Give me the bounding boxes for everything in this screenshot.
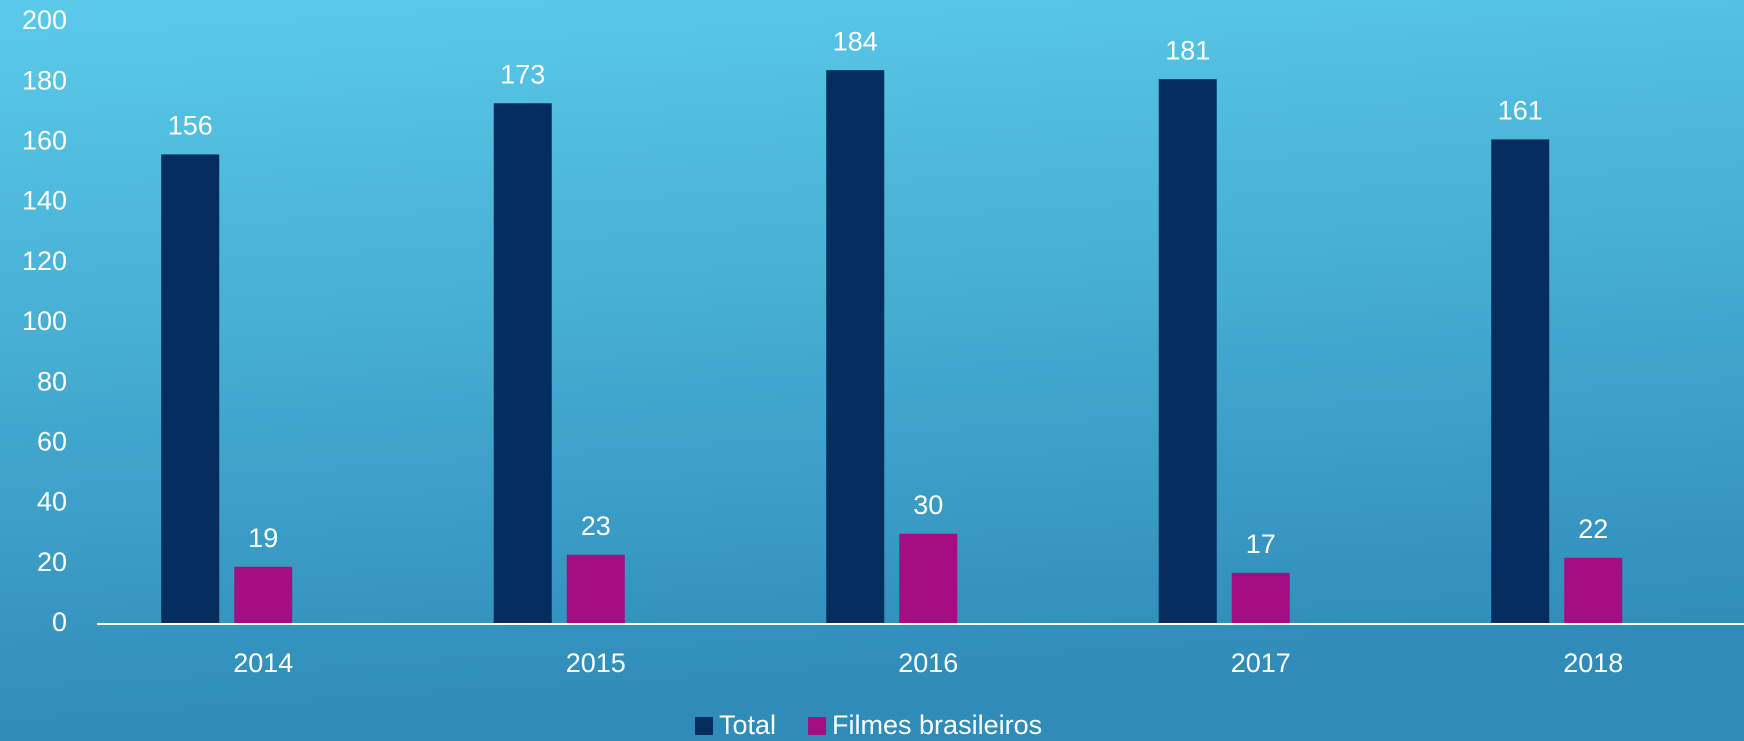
- bar: [566, 554, 625, 624]
- bar: [899, 533, 958, 624]
- y-tick-label: 40: [37, 487, 67, 517]
- data-label: 156: [168, 111, 213, 141]
- data-label: 30: [913, 490, 943, 520]
- bar: [234, 566, 293, 624]
- x-tick-label: 2014: [233, 648, 293, 678]
- y-tick-label: 200: [22, 5, 67, 35]
- y-tick-label: 60: [37, 427, 67, 457]
- legend-label: Total: [719, 710, 776, 740]
- y-tick-label: 160: [22, 126, 67, 156]
- data-label: 181: [1165, 35, 1210, 65]
- x-tick-label: 2015: [566, 648, 626, 678]
- legend-label: Filmes brasileiros: [832, 710, 1042, 740]
- data-label: 22: [1578, 514, 1608, 544]
- y-tick-label: 20: [37, 547, 67, 577]
- data-label: 184: [833, 26, 878, 56]
- legend-swatch: [808, 717, 827, 735]
- x-tick-label: 2016: [898, 648, 958, 678]
- data-label: 23: [581, 511, 611, 541]
- bar: [1158, 79, 1217, 624]
- y-tick-label: 0: [52, 607, 67, 637]
- bar: [161, 154, 220, 624]
- legend-swatch: [695, 717, 713, 735]
- x-tick-label: 2017: [1231, 648, 1291, 678]
- data-label: 161: [1498, 96, 1543, 126]
- data-label: 17: [1246, 529, 1276, 559]
- bar: [493, 103, 552, 624]
- bar: [1564, 557, 1623, 624]
- bar: [1231, 572, 1290, 624]
- bar: [1491, 139, 1550, 624]
- x-tick-label: 2018: [1563, 648, 1623, 678]
- y-tick-label: 80: [37, 366, 67, 396]
- y-tick-label: 120: [22, 246, 67, 276]
- data-label: 19: [248, 523, 278, 553]
- y-tick-label: 100: [22, 306, 67, 336]
- bar: [826, 70, 885, 624]
- data-label: 173: [500, 59, 545, 89]
- y-tick-label: 140: [22, 186, 67, 216]
- y-tick-label: 180: [22, 65, 67, 95]
